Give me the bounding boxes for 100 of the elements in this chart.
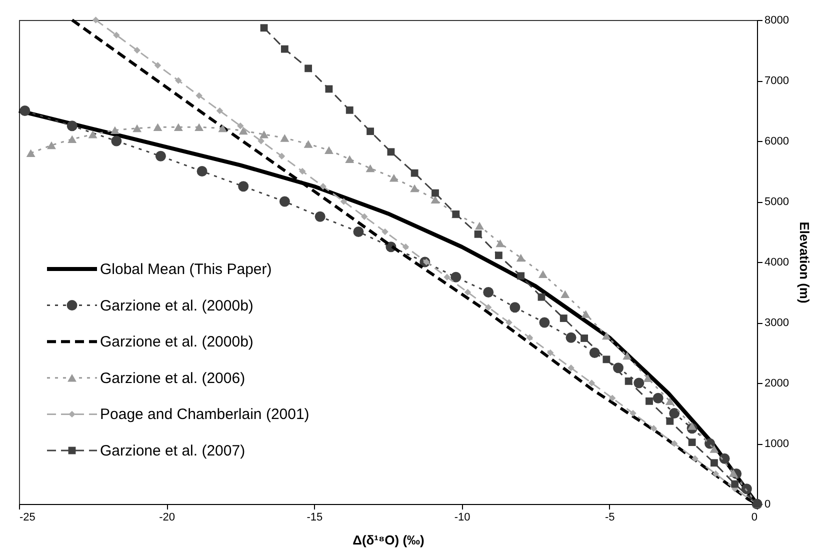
- point: [728, 469, 738, 478]
- legend-label: Poage and Chamberlain (2001): [100, 406, 310, 424]
- point: [175, 77, 182, 84]
- point: [547, 349, 554, 356]
- point: [517, 272, 525, 280]
- point: [320, 183, 326, 190]
- point: [111, 136, 122, 146]
- point: [174, 123, 183, 131]
- legend-label: Garzione et al. (2006): [100, 370, 246, 387]
- y-tick-label: 2000: [764, 378, 789, 390]
- point: [516, 254, 526, 262]
- point: [566, 332, 576, 343]
- point: [496, 239, 505, 248]
- x-tick-label: 0: [751, 512, 758, 524]
- point: [741, 484, 752, 494]
- point: [299, 168, 306, 175]
- point: [712, 470, 720, 478]
- point: [366, 128, 374, 136]
- point: [494, 252, 502, 260]
- point: [630, 410, 636, 417]
- point: [485, 304, 492, 311]
- x-tick-label: -15: [306, 512, 323, 524]
- point: [560, 290, 570, 298]
- point: [622, 352, 632, 360]
- point: [410, 184, 420, 192]
- point: [132, 124, 142, 132]
- point: [314, 211, 326, 222]
- point: [324, 146, 334, 154]
- point: [602, 356, 610, 364]
- point: [652, 392, 664, 404]
- point: [280, 45, 288, 53]
- y-tick-label: 8000: [764, 14, 789, 26]
- point: [366, 164, 375, 172]
- point: [538, 293, 546, 301]
- x-tick-label: -20: [159, 512, 176, 524]
- y-tick-label: 5000: [764, 196, 789, 208]
- point: [68, 135, 77, 144]
- point: [92, 16, 100, 24]
- legend-label: Global Mean (This Paper): [100, 261, 272, 278]
- point: [602, 332, 611, 340]
- point: [670, 440, 678, 447]
- point: [20, 106, 30, 116]
- point: [665, 397, 674, 406]
- y-tick-label: 0: [764, 498, 771, 510]
- point: [47, 141, 56, 150]
- point: [196, 166, 208, 176]
- point: [581, 310, 590, 318]
- x-tick-label: -25: [20, 512, 36, 524]
- point: [538, 270, 548, 278]
- point: [710, 445, 719, 453]
- point: [238, 181, 249, 192]
- point: [444, 274, 450, 280]
- legend-label: Garzione et al. (2007): [100, 442, 246, 460]
- point: [430, 196, 440, 204]
- point: [650, 425, 658, 432]
- point: [345, 155, 354, 164]
- y-tick-label: 6000: [764, 136, 789, 148]
- point: [346, 106, 354, 114]
- point: [361, 213, 368, 220]
- point: [389, 174, 398, 182]
- point: [588, 380, 596, 386]
- x-axis-title: Δ(δ¹⁸O) (‰): [352, 532, 424, 548]
- point: [88, 130, 98, 138]
- point: [510, 302, 520, 313]
- point: [666, 417, 674, 425]
- point: [450, 272, 462, 282]
- point: [475, 222, 484, 230]
- point: [196, 92, 202, 99]
- point: [526, 334, 534, 341]
- point: [155, 150, 166, 162]
- y-axis-title: Elevation (m): [796, 222, 812, 304]
- point: [26, 149, 36, 157]
- point: [304, 140, 313, 148]
- point: [279, 196, 290, 207]
- legend-label: Garzione et al. (2000b): [100, 297, 254, 314]
- point: [387, 148, 395, 156]
- point: [506, 319, 512, 326]
- point: [568, 364, 574, 372]
- point: [624, 377, 632, 385]
- point: [280, 134, 290, 142]
- point: [66, 120, 78, 132]
- y-tick-label: 7000: [764, 75, 789, 87]
- point: [692, 455, 698, 462]
- point: [609, 394, 616, 402]
- point: [710, 459, 718, 467]
- point: [258, 138, 264, 144]
- point: [560, 314, 568, 322]
- point: [278, 152, 286, 160]
- point: [260, 130, 268, 138]
- y-tick-label: 1000: [764, 438, 789, 450]
- point: [194, 123, 204, 131]
- legend-label: Garzione et al. (2000b): [100, 334, 254, 351]
- point: [483, 287, 494, 298]
- point: [113, 32, 120, 38]
- point: [340, 198, 348, 205]
- point: [731, 480, 739, 488]
- point: [580, 334, 588, 342]
- point: [688, 422, 697, 430]
- point: [634, 378, 644, 388]
- y-tick-label: 3000: [764, 317, 789, 329]
